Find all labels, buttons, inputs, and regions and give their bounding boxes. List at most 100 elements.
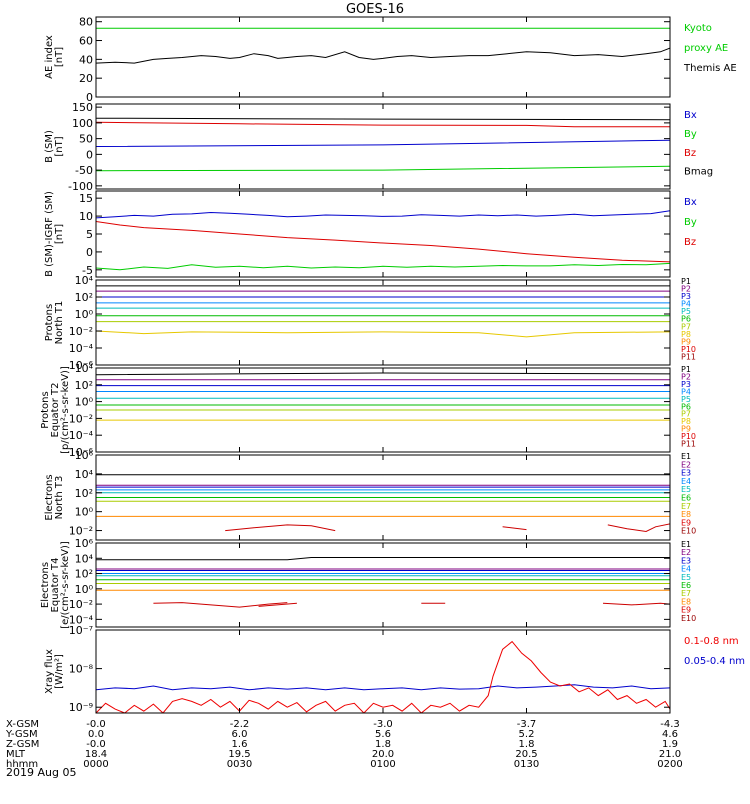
x-tick-label: 0.0	[88, 729, 104, 740]
y-tick-label: 10⁰	[75, 583, 94, 596]
legend-label: P6	[681, 315, 691, 324]
legend-label: P2	[681, 372, 691, 381]
y-tick-label: -5	[82, 264, 93, 277]
legend-label: E1	[681, 540, 691, 549]
legend-label: Themis AE	[683, 63, 737, 74]
series-line	[96, 121, 670, 128]
legend-label: P7	[681, 322, 691, 331]
y-tick-label: 50	[79, 133, 93, 146]
series-line	[96, 139, 670, 147]
x-tick-label: -2.2	[230, 719, 250, 730]
legend-label: E8	[681, 597, 691, 606]
legend-label: By	[684, 217, 697, 228]
y-axis-title: B (SM)	[44, 130, 55, 163]
y-tick-label: 10⁴	[75, 468, 94, 481]
panel-frame	[95, 190, 671, 278]
legend-label: P6	[681, 402, 691, 411]
y-tick-label: 10⁻⁹	[69, 701, 93, 714]
legend-label: 0.05-0.4 nm	[684, 656, 745, 667]
legend-label: P11	[681, 352, 696, 361]
series-line	[96, 210, 670, 219]
legend-label: E2	[681, 460, 691, 469]
legend-label: P10	[681, 345, 696, 354]
y-tick-label: 0	[86, 91, 93, 104]
legend-label: P4	[681, 300, 691, 309]
series-line	[96, 372, 670, 376]
panel-frame	[95, 542, 671, 628]
x-tick-label: 4.6	[662, 729, 678, 740]
legend-label: E6	[681, 494, 691, 503]
series-line	[96, 47, 670, 64]
x-row-name: MLT	[6, 749, 26, 760]
y-tick-label: 10⁻²	[69, 598, 93, 611]
x-tick-label: 19.5	[228, 749, 250, 760]
y-tick-label: 10²	[75, 487, 93, 500]
legend-label: P3	[681, 380, 691, 389]
legend-label: P8	[681, 417, 691, 426]
y-tick-label: 10⁻⁸	[69, 663, 94, 676]
y-axis-title: North T3	[54, 476, 65, 520]
y-axis-title: Electrons	[40, 562, 51, 608]
x-tick-label: -0.0	[86, 739, 106, 750]
panel-ae: 0 20 40 60 80 AE index [nT] Kyoto proxy AE Themis…	[44, 16, 737, 104]
panel-bsm: -100 -50 0 50 100 150 B (SM) [nT] Bx By Bz Bmag	[44, 101, 713, 193]
x-tick-label: 0100	[370, 759, 395, 770]
legend-label: P11	[681, 440, 696, 449]
legend-label: P1	[681, 277, 691, 286]
x-tick-label: 21.0	[659, 749, 681, 760]
y-tick-label: 10⁻⁴	[69, 613, 94, 626]
y-tick-label: 40	[79, 53, 93, 66]
legend-label: E8	[681, 510, 691, 519]
y-tick-label: 10⁴	[75, 362, 94, 375]
series-line	[607, 523, 670, 533]
x-row-name: Z-GSM	[6, 739, 39, 750]
y-tick-label: 10⁻⁶	[69, 446, 94, 459]
legend-label: 0.1-0.8 nm	[684, 636, 739, 647]
y-axis-title: B (SM)-IGRF (SM)	[44, 191, 55, 277]
x-tick-label: -0.0	[86, 719, 106, 730]
legend-label: P2	[681, 285, 691, 294]
legend-label: P4	[681, 387, 691, 396]
x-tick-label: -4.3	[660, 719, 680, 730]
series-line	[96, 221, 670, 263]
figure-title: GOES-16	[346, 2, 404, 17]
legend-label: P7	[681, 410, 691, 419]
y-tick-label: 10⁴	[75, 552, 94, 565]
y-tick-label: 60	[79, 35, 93, 48]
legend-label: P8	[681, 330, 691, 339]
x-row-name: hhmm	[6, 759, 38, 770]
y-tick-label: 10⁻²	[69, 412, 93, 425]
x-tick-label: 6.0	[232, 729, 248, 740]
y-axis-title: [nT]	[54, 136, 65, 156]
legend-label: P5	[681, 395, 691, 404]
y-axis-title: Xray flux	[44, 649, 55, 694]
y-tick-label: 10⁻⁴	[69, 429, 94, 442]
legend-label: E10	[681, 527, 696, 536]
legend-label: E3	[681, 556, 691, 565]
x-tick-label: 1.8	[519, 739, 535, 750]
legend-label: E7	[681, 589, 691, 598]
y-tick-label: 10⁻⁶	[69, 359, 94, 372]
y-axis-title: [e/(cm²-s-sr-keV)]	[60, 541, 71, 629]
y-axis-title: [nT]	[54, 224, 65, 244]
y-tick-label: 0	[86, 246, 93, 259]
y-axis-title: AE index	[44, 35, 55, 79]
x-tick-label: 5.2	[519, 729, 535, 740]
y-tick-label: 15	[79, 192, 93, 205]
legend-label: P9	[681, 337, 691, 346]
x-tick-label: 1.9	[662, 739, 678, 750]
panel-p2: 10⁻⁶ 10⁻⁴ 10⁻² 10⁰ 10² 10⁴ Protons Equator T2 [p…	[40, 362, 696, 459]
legend-label: P3	[681, 292, 691, 301]
legend-label: E6	[681, 581, 691, 590]
legend-label: E4	[681, 477, 691, 486]
legend-label: E5	[681, 485, 691, 494]
x-tick-label: 20.5	[515, 749, 537, 760]
legend-label: Kyoto	[684, 23, 712, 34]
y-axis-title: Equator T4	[50, 558, 61, 613]
legend-label: E7	[681, 502, 691, 511]
y-axis-title: Equator T2	[50, 383, 61, 438]
y-tick-label: 10⁰	[75, 506, 94, 519]
legend-label: E9	[681, 606, 691, 615]
